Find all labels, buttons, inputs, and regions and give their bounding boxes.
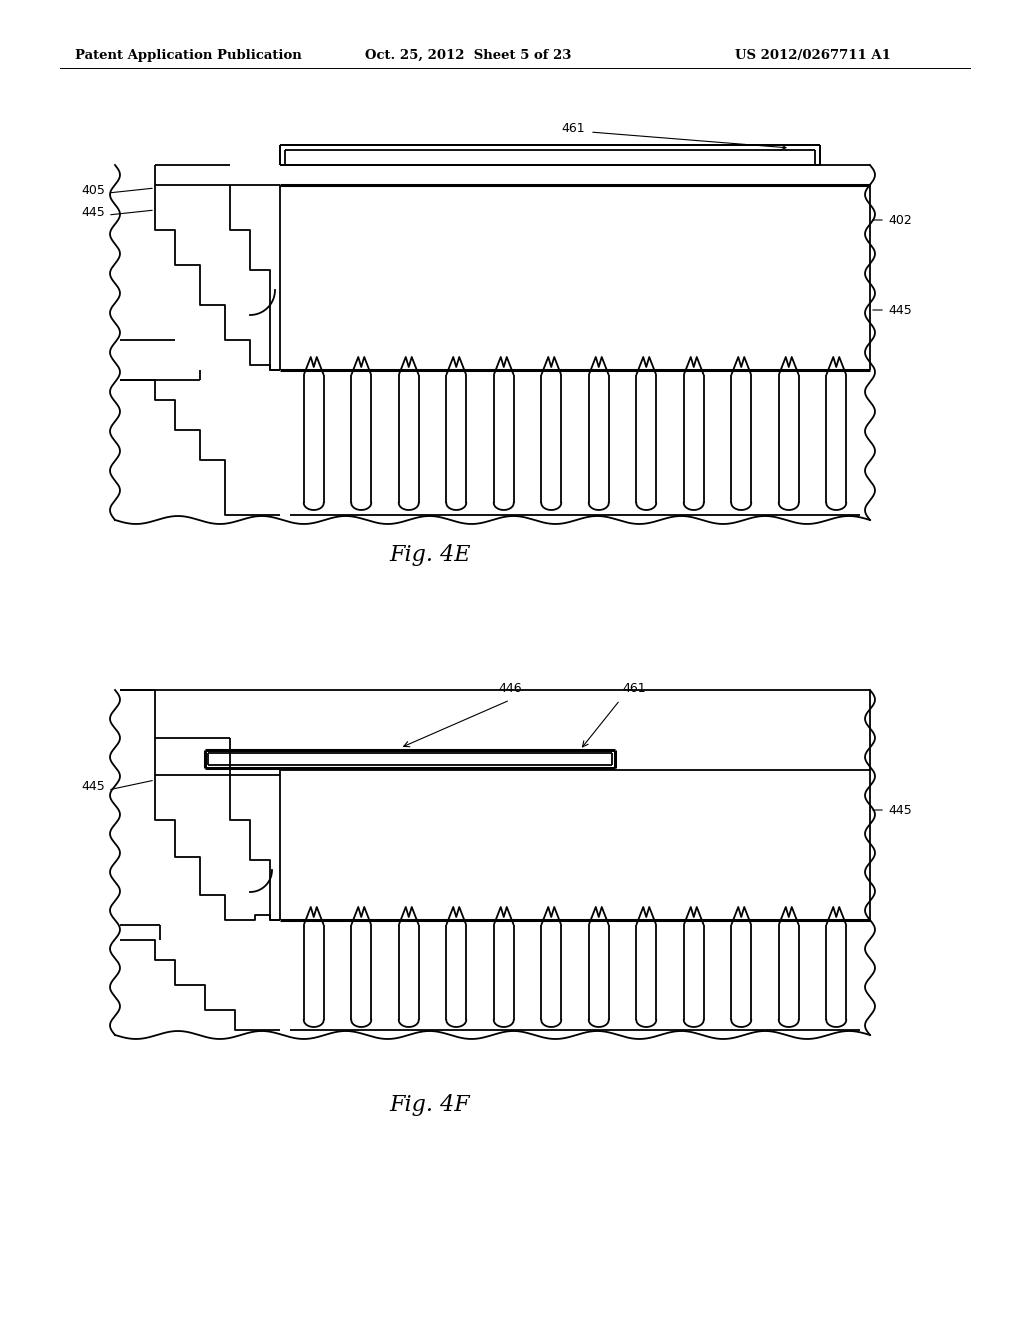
Text: 461: 461 <box>561 121 585 135</box>
Text: 445: 445 <box>888 304 911 317</box>
Text: 445: 445 <box>81 780 105 793</box>
Text: 445: 445 <box>81 206 105 219</box>
Text: Fig. 4E: Fig. 4E <box>389 544 471 566</box>
Text: US 2012/0267711 A1: US 2012/0267711 A1 <box>735 49 891 62</box>
Text: 405: 405 <box>81 183 105 197</box>
Text: 446: 446 <box>499 682 522 696</box>
Text: Fig. 4F: Fig. 4F <box>389 1094 470 1115</box>
Text: Oct. 25, 2012  Sheet 5 of 23: Oct. 25, 2012 Sheet 5 of 23 <box>365 49 571 62</box>
Text: 445: 445 <box>888 804 911 817</box>
Text: 461: 461 <box>622 682 645 696</box>
Text: Patent Application Publication: Patent Application Publication <box>75 49 302 62</box>
Text: 402: 402 <box>888 214 911 227</box>
